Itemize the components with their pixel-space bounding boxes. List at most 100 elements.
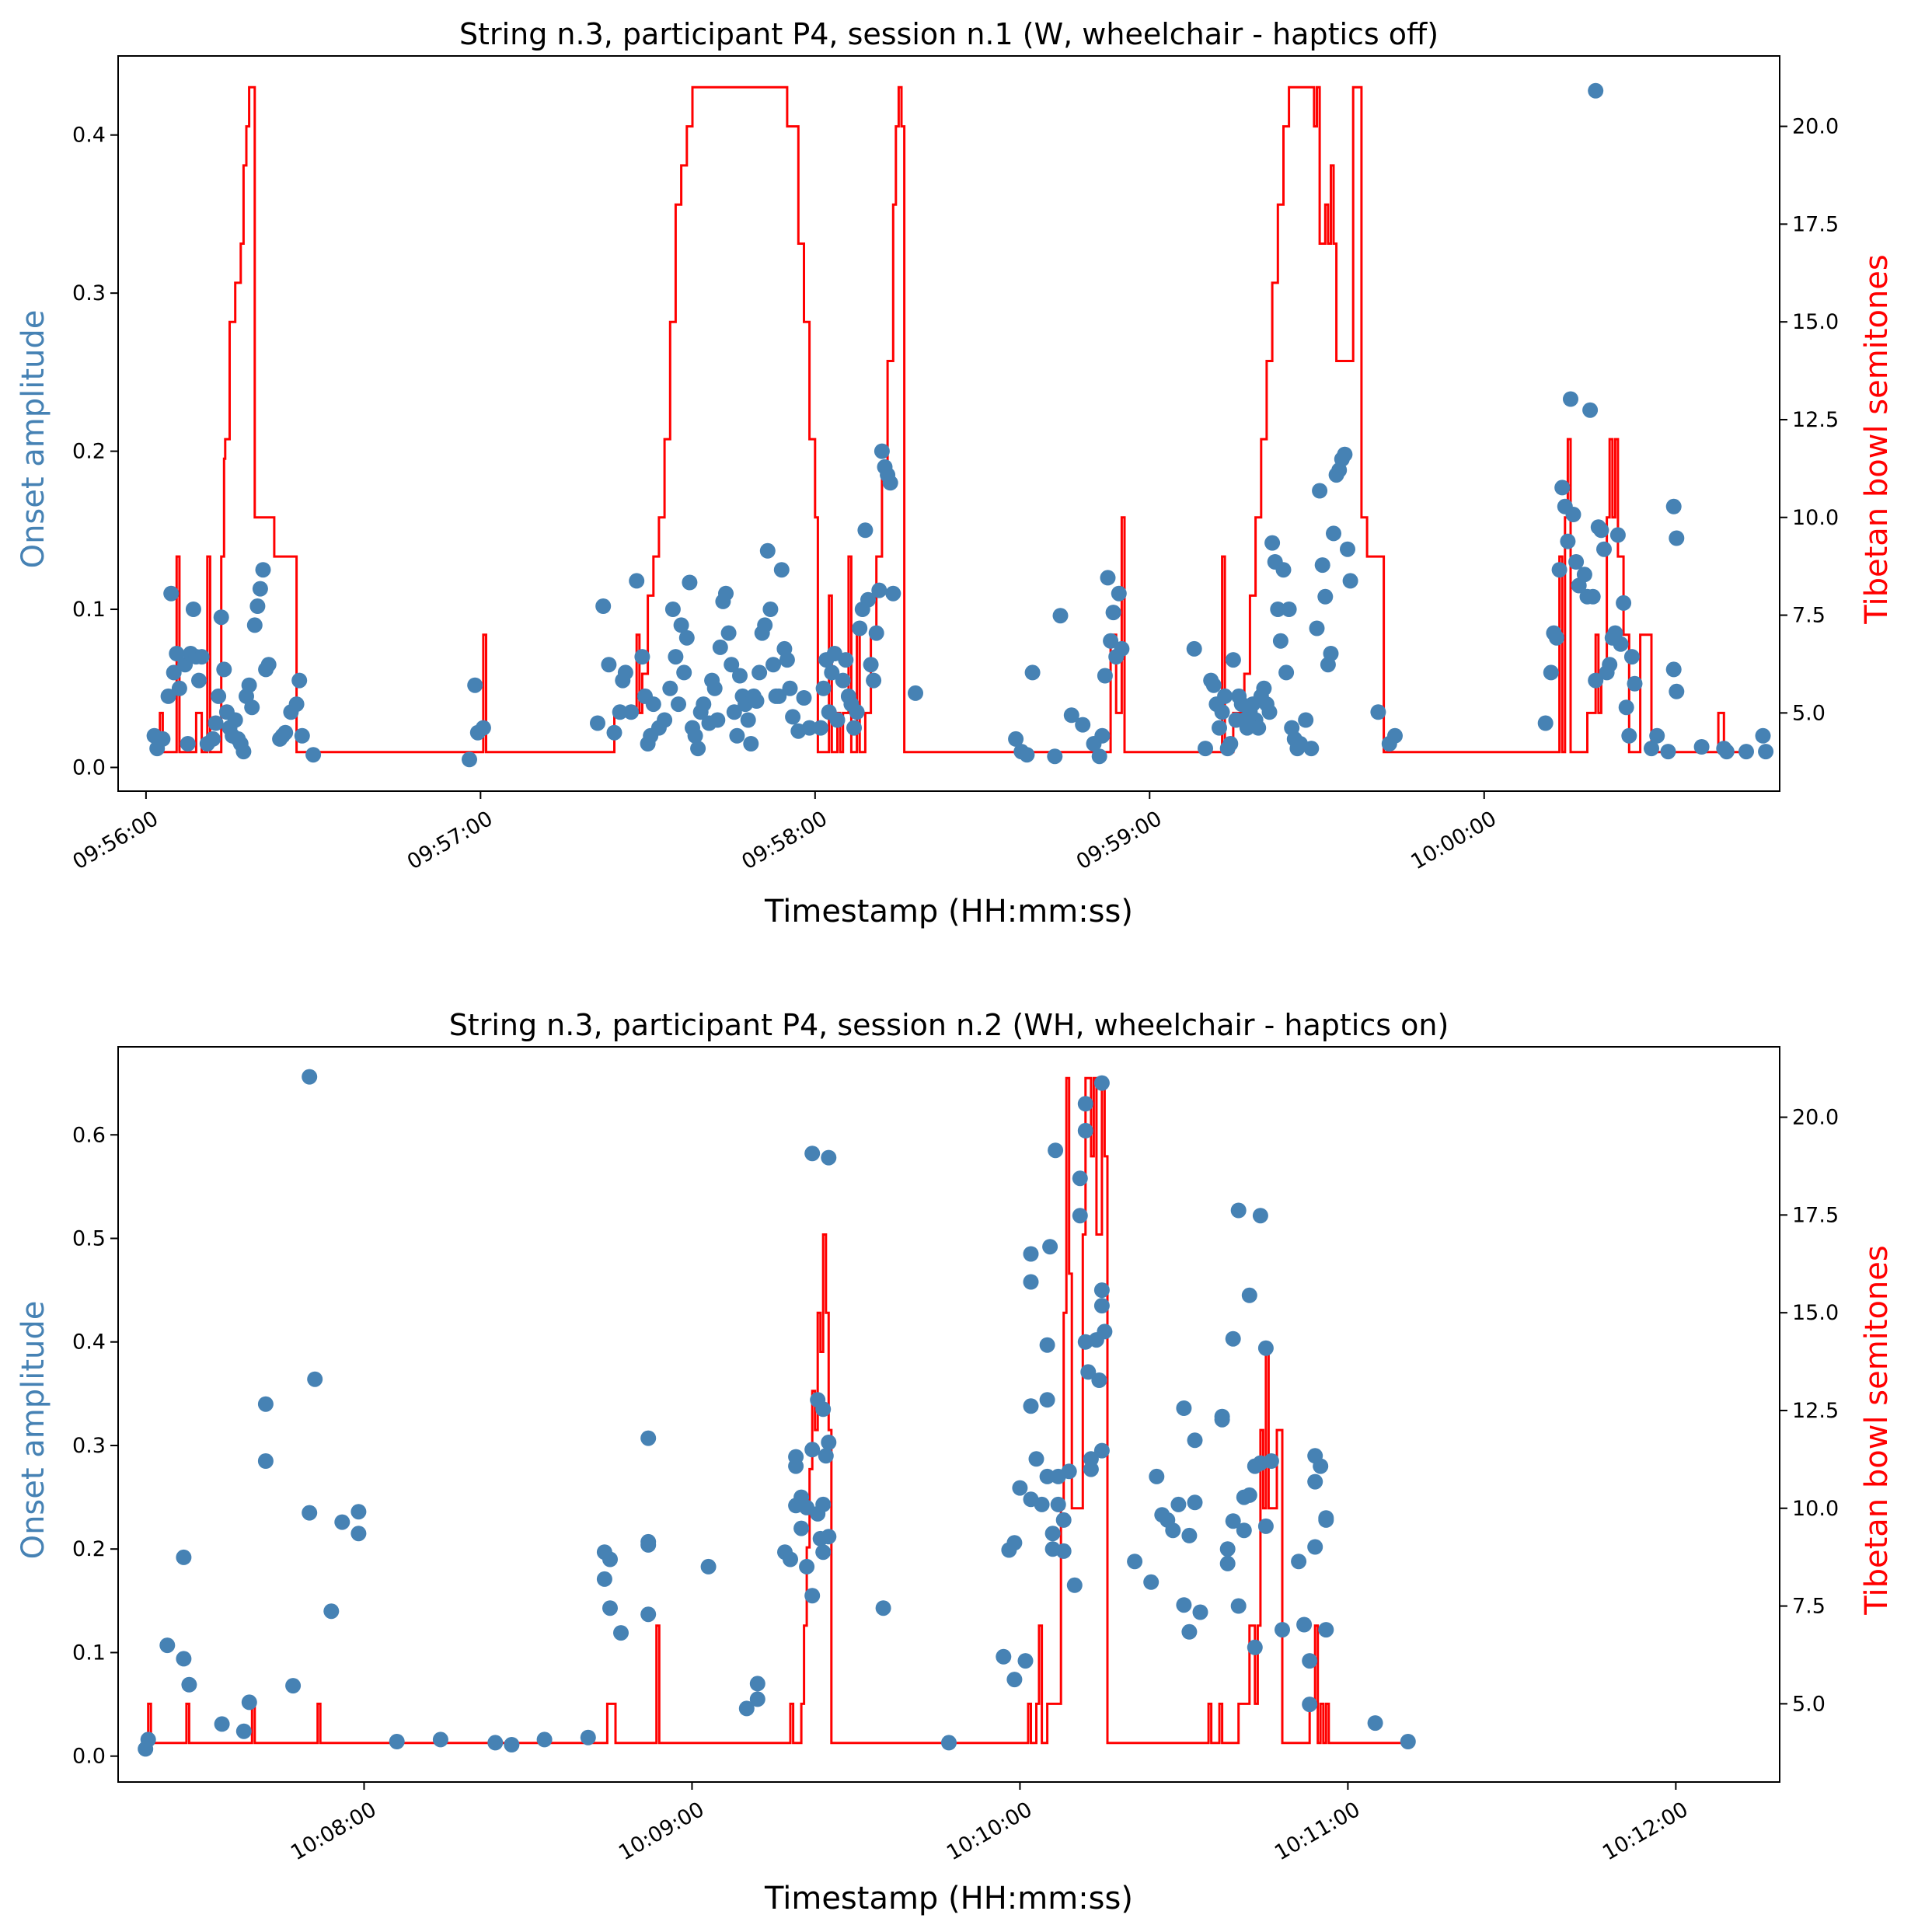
onset-point [1165,1522,1181,1539]
y-tick-label: 0.6 [72,1123,106,1147]
onset-point [1097,668,1113,684]
onset-point [596,1571,612,1587]
onset-point [207,715,224,731]
onset-point [818,1448,834,1464]
onset-point [1649,727,1665,744]
onset-point [813,720,828,736]
onset-point [1613,636,1629,652]
onset-point [1039,1392,1055,1408]
onset-point [163,585,180,602]
scatter-series [146,82,1774,768]
onset-point [1264,535,1281,551]
onset-point [246,617,263,633]
onset-point [815,1496,832,1512]
onset-point [1225,1330,1241,1347]
onset-point [1055,1543,1072,1559]
y2-tick-label: 20.0 [1792,115,1839,139]
onset-point [706,680,723,696]
onset-point [211,688,227,704]
onset-point [214,1716,230,1732]
onset-point [1609,527,1626,543]
onset-point [1257,1340,1274,1356]
onset-point [176,1549,192,1565]
onset-point [759,542,776,559]
onset-point [462,752,477,768]
onset-point [1105,605,1121,621]
onset-point [804,1588,821,1604]
onset-point [1252,1208,1268,1224]
y2-tick-label: 7.5 [1792,604,1826,628]
onset-point [1023,1246,1039,1262]
scatter-series [138,1069,1416,1757]
onset-point [1055,1512,1072,1528]
onset-point [213,609,229,626]
onset-point [1618,699,1634,716]
onset-point [1093,1298,1110,1314]
onset-point [1660,744,1676,760]
onset-point [846,720,862,736]
onset-point [487,1735,504,1751]
onset-point [1370,704,1386,720]
onset-point [871,582,887,598]
onset-point [762,602,779,617]
onset-point [749,1676,765,1692]
y2-tick-label: 7.5 [1792,1595,1826,1619]
onset-point [1593,522,1609,539]
onset-point [350,1526,367,1542]
onset-point [1342,573,1358,589]
onset-point [1186,640,1202,657]
onset-point [1263,1453,1279,1469]
onset-point [1549,629,1564,646]
onset-point [595,598,612,614]
y2-tick-label: 17.5 [1792,212,1839,236]
onset-point [1621,727,1637,744]
onset-point [640,1606,657,1623]
onset-point [1100,570,1116,586]
onset-point [1340,541,1355,557]
onset-point [1236,1522,1252,1539]
y2-tick-label: 17.5 [1792,1203,1839,1227]
onset-point [169,646,185,661]
onset-point [1181,1623,1198,1640]
onset-point [1307,1539,1323,1555]
onset-point [257,1396,274,1412]
onset-point [1257,1518,1274,1534]
onset-point [676,664,692,681]
onset-point [1077,1122,1093,1139]
onset-point [1576,567,1592,583]
onset-point [1387,727,1403,744]
x-axis-label: Timestamp (HH:mm:ss) [764,1881,1133,1916]
onset-point [1023,1274,1039,1290]
onset-point [1127,1554,1143,1570]
onset-point [1114,640,1130,657]
onset-point [1302,1697,1318,1713]
onset-point [882,475,898,491]
y-tick-label: 0.4 [72,1330,106,1355]
y-tick-label: 0.2 [72,1537,106,1561]
y-axis-label: Onset amplitude [16,310,51,569]
onset-point [155,731,171,747]
onset-point [1039,1468,1055,1484]
onset-point [602,1600,618,1616]
onset-point [1278,664,1295,681]
onset-point [668,649,684,665]
onset-point [235,1723,252,1739]
onset-point [171,680,187,696]
onset-point [305,747,322,763]
y-tick-label: 0.0 [72,755,106,779]
onset-point [307,1371,323,1387]
onset-point [185,602,201,617]
y2-tick-label: 20.0 [1792,1106,1839,1130]
onset-point [748,693,765,709]
onset-point [1241,1287,1257,1303]
onset-point [751,664,768,681]
onset-point [788,1458,804,1474]
onset-point [1616,595,1632,611]
onset-point [908,685,923,701]
onset-point [838,652,854,668]
onset-point [1318,1510,1334,1526]
onset-point [793,1520,810,1536]
onset-point [1565,507,1581,522]
y-ticks: 0.0 0.1 0.2 0.3 0.4 0.5 0.6 [72,1123,118,1769]
onset-point [1644,741,1659,757]
